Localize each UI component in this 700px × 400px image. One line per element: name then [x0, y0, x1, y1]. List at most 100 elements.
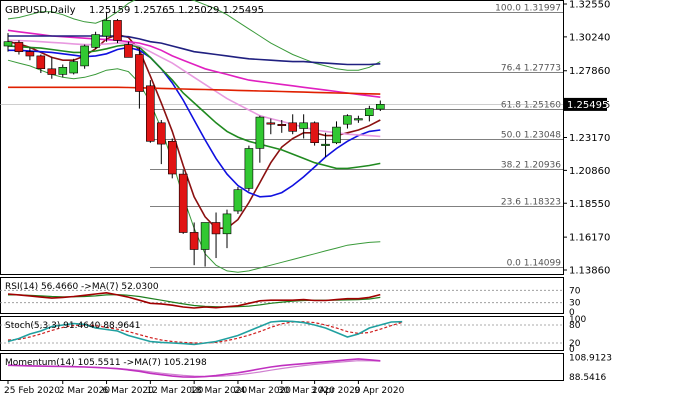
bear-candle	[211, 222, 221, 235]
time-tick-label: 3 Apr 2020	[311, 386, 361, 396]
ohlc-readout: 1.25159 1.25765 1.25029 1.25495	[89, 5, 264, 16]
stochastic-panel-frame	[0, 316, 564, 351]
bull-candle	[255, 116, 265, 149]
bear-candle	[124, 44, 133, 58]
bull-candle	[58, 67, 68, 75]
bear-candle	[189, 232, 199, 250]
bull-candle	[69, 61, 78, 74]
bear-candle	[135, 54, 144, 92]
time-tick-label: 9 Apr 2020	[354, 386, 404, 396]
ma-orange-red-line	[8, 86, 381, 95]
stochastic-tick-label: 20	[569, 339, 581, 349]
bear-candle	[310, 122, 319, 144]
stochastic-tick-label: 0	[569, 345, 575, 355]
bear-candle	[288, 122, 298, 132]
current-price-tag-text: 1.25495	[567, 100, 608, 111]
bull-candle	[321, 143, 330, 146]
price-tick-label: 1.18550	[569, 199, 610, 210]
bear-candle	[277, 124, 287, 127]
momentum-main-line	[7, 358, 381, 378]
bull-candle	[233, 189, 243, 212]
rsi-tick-label: 30	[569, 299, 581, 309]
momentum-lines	[7, 358, 381, 378]
price-tick-label: 1.27860	[569, 66, 610, 77]
rsi-main-line	[7, 291, 381, 309]
price-tick-label: 1.32550	[569, 0, 610, 11]
price-tick-label: 1.30240	[569, 32, 610, 43]
candlesticks	[3, 11, 385, 267]
time-tick-label: 24 Mar 2020	[234, 386, 291, 396]
bull-candle	[375, 104, 385, 110]
momentum-tick-label: 108.9123	[569, 354, 612, 364]
bull-candle	[299, 122, 308, 129]
momentum-tick-label: 88.5416	[569, 373, 606, 383]
bear-candle	[14, 42, 24, 53]
momentum-label: Momentum(14) 105.5511 ->MA(7) 105.2198	[5, 358, 207, 368]
bear-candle	[146, 85, 155, 142]
fib-level-label: 23.6 1.18323	[501, 198, 561, 208]
bull-candle	[80, 45, 89, 67]
stochastic-label: Stoch(5,3,3) 91.4640 88.9641	[5, 321, 140, 331]
price-tick-label: 1.20860	[569, 166, 610, 177]
bull-candle	[332, 126, 341, 144]
stochastic-main-line	[7, 320, 403, 346]
bollinger-upper-line	[7, 0, 381, 71]
time-tick-label: 12 Mar 2020	[146, 386, 203, 396]
bear-candle	[47, 68, 57, 75]
rsi-lines	[0, 289, 563, 309]
price-axis[interactable]: 1.32550 1.30240 1.27860 1.25495 1.23170 1.208…	[563, 0, 610, 277]
rsi-tick-label: 0	[569, 308, 575, 318]
time-tick-label: 25 Feb 2020	[4, 386, 60, 396]
bear-candle	[113, 20, 122, 41]
bull-candle	[200, 222, 210, 250]
bull-candle	[102, 20, 111, 37]
bull-candle	[354, 118, 363, 121]
bull-candle	[364, 108, 374, 116]
rsi-label: RSI(14) 56.4660 ->MA(7) 52.0300	[5, 282, 159, 292]
stochastic-lines	[0, 320, 563, 346]
stochastic-tick-label: 100	[569, 315, 586, 325]
bear-candle	[266, 122, 276, 125]
rsi-panel: RSI(14) 56.4660 ->MA(7) 52.0300 70 300	[0, 277, 581, 318]
main-panel-frame	[0, 0, 564, 275]
fibonacci-levels: 100.0 1.31997 76.4 1.27773 61.8 1.25160 50.…	[0, 4, 563, 269]
ma-navy-line	[8, 35, 381, 66]
ma-green-line	[7, 43, 381, 170]
current-price-tag: 1.25495	[564, 97, 608, 111]
price-tick-label: 1.16170	[569, 233, 610, 244]
main-price-panel: 100.0 1.31997 76.4 1.27773 61.8 1.25160 50.…	[0, 0, 564, 275]
bull-candle	[91, 34, 100, 48]
bear-candle	[36, 55, 46, 70]
bear-candle	[178, 173, 188, 233]
rsi-axis: 70 300	[569, 286, 581, 318]
momentum-axis: 108.9123 88.5416	[569, 354, 612, 384]
fib-level-label: 50.0 1.23048	[501, 131, 561, 141]
time-tick-label: 2 Mar 2020	[59, 386, 111, 396]
rsi-tick-label: 70	[569, 286, 581, 296]
bear-candle	[168, 141, 177, 175]
fib-level-label: 0.0 1.14099	[507, 259, 562, 269]
bull-candle	[244, 148, 254, 189]
fib-level-label: 76.4 1.27773	[501, 64, 561, 74]
bull-candle	[3, 41, 13, 47]
time-tick-label: 18 Mar 2020	[190, 386, 247, 396]
bull-candle	[222, 213, 232, 235]
ma-magenta-line	[7, 29, 381, 98]
current-price-tag-background	[564, 97, 607, 111]
bear-candle	[157, 122, 166, 145]
stochastic-tick-label: 80	[569, 321, 581, 331]
symbol-title: GBPUSD,Daily	[5, 5, 76, 16]
bull-candle	[343, 115, 352, 125]
bear-candle	[25, 51, 35, 57]
price-tick-label: 1.13860	[569, 266, 610, 277]
time-tick-label: 30 Mar 2020	[278, 386, 335, 396]
price-tick-label: 1.23170	[569, 133, 610, 144]
fib-level-label: 100.0 1.31997	[495, 4, 561, 14]
fib-level-label: 61.8 1.25160	[501, 101, 561, 111]
momentum-panel: Momentum(14) 105.5511 ->MA(7) 105.2198 1…	[0, 353, 612, 384]
time-tick-label: 6 Mar 2020	[103, 386, 155, 396]
